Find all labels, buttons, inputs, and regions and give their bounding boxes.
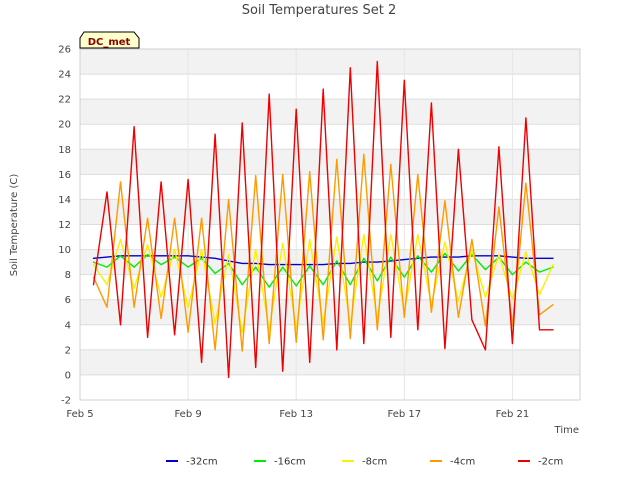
- y-axis-label: Soil Temperature (C): [9, 174, 20, 277]
- background-band: [80, 374, 580, 400]
- background-band: [80, 124, 580, 150]
- legend-label: -8cm: [362, 457, 387, 468]
- dc-met-tag: DC_met: [79, 31, 140, 49]
- y-tick-label: 10: [58, 245, 71, 256]
- y-tick-label: 22: [58, 95, 71, 106]
- x-tick-label: Feb 13: [279, 409, 313, 420]
- x-tick-label: Feb 17: [388, 409, 422, 420]
- legend: -32cm -16cm -8cm -4cm -2cm: [166, 457, 563, 468]
- x-tick-label: Feb 5: [66, 409, 93, 420]
- legend-label: -4cm: [450, 457, 475, 468]
- legend-label: -2cm: [538, 457, 563, 468]
- legend-label: -16cm: [274, 457, 306, 468]
- data-series: [92, 60, 554, 379]
- tag-shape: [79, 31, 140, 49]
- y-tick-label: 26: [58, 45, 71, 56]
- y-tick-label: 20: [58, 120, 71, 131]
- y-tick-label: 16: [58, 170, 71, 181]
- background-band: [80, 324, 580, 350]
- y-tick-label: 0: [65, 370, 71, 381]
- series-line-2cm: [92, 60, 554, 379]
- chart-title: Soil Temperatures Set 2: [242, 3, 397, 18]
- y-tick-label: 14: [58, 195, 71, 206]
- background-band: [80, 74, 580, 100]
- series-line-4cm: [92, 153, 554, 352]
- y-tick-label: 6: [65, 295, 71, 306]
- x-tick-label: Feb 21: [496, 409, 530, 420]
- y-tick-label: 18: [58, 145, 71, 156]
- y-tick-label: 12: [58, 220, 71, 231]
- background-band: [80, 299, 580, 325]
- tag-label: DC_met: [88, 37, 131, 48]
- y-tick-label: 8: [65, 270, 71, 281]
- background-band: [80, 49, 580, 75]
- x-tick-label: Feb 9: [174, 409, 201, 420]
- plot-frame: [79, 48, 581, 401]
- background-band: [80, 349, 580, 375]
- y-tick-label: 2: [65, 345, 71, 356]
- background-band: [80, 174, 580, 200]
- series-line-16cm: [92, 252, 554, 288]
- legend-label: -32cm: [186, 457, 218, 468]
- y-tick-label: -2: [61, 396, 71, 407]
- background-band: [80, 99, 580, 125]
- x-tick-labels: Feb 5 Feb 9 Feb 13 Feb 17 Feb 21: [66, 409, 529, 420]
- y-tick-label: 24: [58, 70, 71, 81]
- x-axis-label: Time: [554, 425, 579, 436]
- background-band: [80, 149, 580, 175]
- y-tick-label: 4: [65, 320, 71, 331]
